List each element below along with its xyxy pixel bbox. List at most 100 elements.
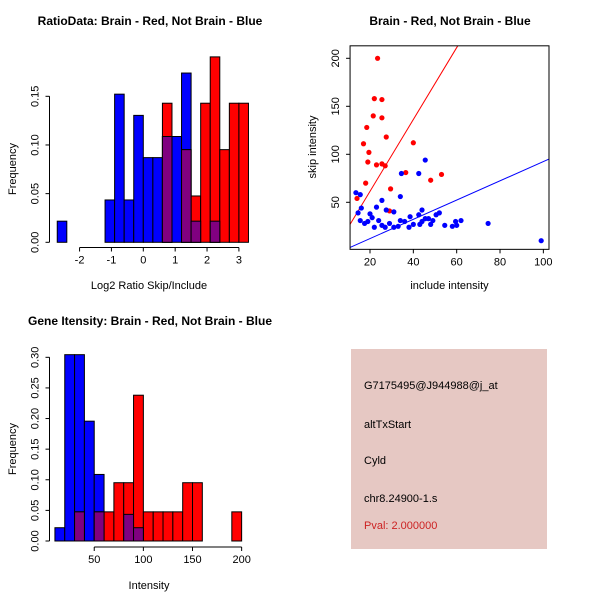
hist-bar-red [209, 56, 221, 243]
hist-bar-overlap [181, 149, 192, 243]
hist-bar-blue [54, 527, 66, 542]
x-tick-label: 2 [204, 255, 210, 267]
hist-bar-blue [123, 199, 135, 243]
scatter-point-blue [422, 157, 428, 163]
pval-text: Pval: 2.000000 [364, 520, 438, 532]
scatter-point-blue [365, 218, 371, 225]
x-tick-label: -1 [107, 255, 117, 267]
y-tick-label: 0.05 [30, 500, 42, 521]
hist-bar-red [162, 511, 174, 542]
scatter-point-red [382, 163, 388, 169]
hist-bar-blue [152, 157, 163, 243]
scatter-point-blue [425, 216, 432, 222]
hist-bar-red [231, 511, 243, 542]
scatter-point-blue [355, 210, 361, 216]
scatter-point-blue [436, 210, 442, 216]
scatter-point-blue [383, 207, 389, 213]
scatter-point-blue [416, 170, 422, 177]
y-tick-label: 0.00 [30, 232, 42, 253]
scatter-point-red [354, 195, 360, 202]
y-tick-label: 0.15 [30, 86, 42, 107]
scatter-point-blue [398, 170, 405, 177]
scatter-point-blue [357, 192, 363, 198]
gene-histogram-plot: 50 100 150 200 0.00 0.05 0.10 0.15 0.20 0.25 0.30 I… [7, 347, 251, 592]
scatter-point-blue [454, 222, 460, 228]
scatter-point-red [373, 162, 380, 168]
x-tick-label: 50 [88, 554, 100, 566]
scatter-point-blue [397, 217, 403, 224]
probe-info-box: G7175495@J944988@j_at altTxStart Cyld ch… [351, 349, 547, 549]
scatter-point-blue [406, 224, 412, 230]
y-tick-label: 0.20 [30, 408, 42, 429]
scatter-point-red [403, 169, 409, 176]
y-tick-label: 0.00 [30, 530, 42, 551]
x-tick-label: 80 [494, 256, 506, 268]
x-tick-label: 20 [364, 256, 376, 268]
x-tick-label: 60 [451, 256, 463, 268]
x-tick-label: 0 [140, 255, 146, 267]
scatter-point-blue [391, 224, 397, 230]
hist-bar-overlap [161, 136, 173, 243]
scatter-point-blue [395, 223, 401, 229]
hist-bar-overlap [123, 513, 135, 542]
hist-bar-red [200, 102, 211, 243]
intensity-scatter-plot: 20 40 60 80 100 50 100 150 200 include intensity s… [307, 45, 553, 292]
hist-bar-overlap [209, 220, 221, 243]
scatter-point-red [410, 140, 416, 146]
hist-bar-overlap [93, 511, 105, 542]
x-axis-label: include intensity [410, 280, 489, 292]
scatter-point-red [363, 180, 369, 186]
hist-bar-blue [83, 420, 95, 542]
x-axis-label: Log2 Ratio Skip/Include [91, 280, 207, 292]
y-tick-label: 50 [330, 196, 342, 208]
scatter-point-blue [382, 224, 388, 230]
x-axis-label: Intensity [129, 580, 170, 592]
scatter-point-red [366, 149, 372, 155]
hist-bar-red [182, 482, 194, 542]
hist-bar-overlap [74, 511, 85, 542]
scatter-point-blue [428, 221, 434, 227]
hist-bar-blue [56, 220, 68, 243]
hist-bar-red [152, 511, 164, 542]
hist-bar-overlap [133, 527, 144, 542]
panel-probe-info: G7175495@J944988@j_at altTxStart Cyld ch… [300, 300, 600, 600]
scatter-title: Brain - Red, Not Brain - Blue [369, 14, 531, 28]
probe-id-text: G7175495@J944988@j_at [364, 380, 498, 392]
scatter-point-blue [353, 190, 359, 196]
y-tick-label: 0.15 [30, 438, 42, 459]
y-axis-label: Frequency [7, 423, 19, 475]
location-text: chr8.24900-1.s [364, 493, 438, 505]
scatter-point-red [364, 124, 370, 131]
blue-reference-line [349, 158, 550, 248]
scatter-point-red [379, 115, 385, 121]
scatter-point-blue [397, 193, 403, 200]
scatter-point-red [383, 134, 389, 140]
scatter-point-blue [407, 214, 413, 220]
hist-bar-red [142, 511, 154, 542]
hist-bar-blue [133, 114, 144, 243]
hist-bar-blue [64, 354, 76, 542]
scatter-point-red [387, 186, 394, 192]
scatter-point-blue [373, 204, 380, 210]
scatter-point-red [371, 96, 377, 102]
ratio-histogram-title: RatioData: Brain - Red, Not Brain - Blue [37, 14, 263, 28]
y-tick-label: 0.30 [30, 347, 42, 368]
y-tick-label: 0.10 [30, 134, 42, 155]
x-tick-label: -2 [75, 255, 85, 267]
panel-gene-histogram: Gene Itensity: Brain - Red, Not Brain - … [0, 300, 300, 600]
hist-bar-blue [142, 157, 154, 243]
event-type-text: altTxStart [364, 419, 412, 431]
x-tick-label: 200 [232, 554, 250, 566]
y-tick-label: 100 [330, 145, 342, 163]
hist-bar-blue [114, 93, 125, 243]
scatter-point-red [370, 113, 376, 119]
hist-bar-red [172, 511, 184, 542]
x-tick-label: 1 [172, 255, 178, 267]
y-tick-label: 0.10 [30, 469, 42, 490]
red-reference-line [349, 45, 459, 225]
scatter-point-blue [371, 224, 377, 230]
hist-bar-red [219, 149, 230, 243]
scatter-point-blue [402, 218, 408, 225]
ratio-histogram-plot: -2 -1 0 1 2 3 0.00 0.05 0.10 0.15 Log2 Ratio Skip/… [7, 56, 249, 292]
